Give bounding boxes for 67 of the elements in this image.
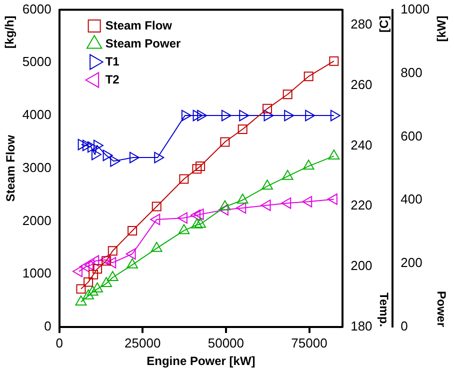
y3-tick-label: 800	[400, 64, 422, 80]
y-tick-label: 1000	[22, 266, 52, 281]
y-axis-title: Steam Flow	[4, 134, 18, 202]
point	[238, 124, 248, 134]
point	[194, 218, 206, 228]
y2-tick-label: 220	[350, 198, 372, 213]
point	[106, 271, 118, 282]
y-tick-label: 2000	[22, 212, 52, 228]
text: [C]	[376, 16, 391, 32]
y2-axis-title: Temp.	[377, 292, 392, 327]
legend-label: T1	[105, 54, 120, 68]
legend-label: T2	[105, 72, 120, 86]
y-tick-label: 0	[44, 318, 52, 334]
point	[304, 72, 314, 82]
point	[192, 164, 202, 174]
point	[92, 282, 104, 292]
point	[84, 277, 94, 287]
legend-label: Steam Power	[105, 36, 182, 50]
text: [kW]	[434, 16, 448, 42]
point	[100, 277, 112, 288]
point	[76, 284, 86, 294]
x-tick-label: 75000	[291, 335, 328, 350]
point	[191, 218, 203, 228]
y2-tick-label: 180	[350, 318, 372, 334]
y-tick-label: 6000	[22, 1, 52, 16]
point	[82, 289, 94, 300]
y2-tick-label: 260	[350, 76, 372, 92]
point	[92, 264, 102, 274]
point	[329, 56, 339, 66]
x-tick-label: 50000	[208, 335, 244, 350]
point	[178, 224, 190, 234]
point	[196, 162, 206, 172]
y3-tick-label: 200	[400, 255, 422, 270]
point	[128, 226, 138, 236]
x-tick-label: 0	[56, 335, 63, 350]
x-tick-label: 25000	[124, 335, 161, 350]
point	[282, 170, 294, 180]
y-tick-label: 5000	[22, 54, 52, 70]
point	[108, 246, 118, 256]
point	[75, 295, 87, 306]
point	[262, 180, 273, 190]
y3-tick-label: 400	[400, 192, 422, 207]
y2-tick-label: 240	[350, 137, 372, 152]
text: [kg/h]	[2, 16, 16, 48]
point	[328, 150, 340, 160]
point	[220, 137, 230, 147]
point	[219, 200, 231, 210]
point	[86, 286, 98, 296]
point	[236, 194, 248, 204]
point	[126, 258, 138, 268]
y3-tick-label: 1000	[400, 1, 430, 16]
point	[152, 202, 162, 212]
legend-label: Steam Flow	[105, 18, 173, 32]
point	[262, 104, 272, 114]
point	[88, 270, 98, 280]
point	[150, 242, 162, 252]
y2-tick-label: 200	[350, 258, 372, 274]
y3-tick-label: 600	[400, 128, 422, 144]
y3-axis-title: Power	[434, 290, 448, 328]
y-tick-label: 4000	[22, 107, 52, 122]
y2-tick-label: 280	[350, 16, 372, 32]
point	[282, 90, 292, 100]
point	[302, 160, 314, 170]
y-tick-label: 3000	[22, 160, 52, 175]
y3-tick-label: 0	[400, 318, 408, 334]
point	[179, 174, 189, 184]
x-axis-title: Engine Power [kW]	[146, 354, 256, 368]
